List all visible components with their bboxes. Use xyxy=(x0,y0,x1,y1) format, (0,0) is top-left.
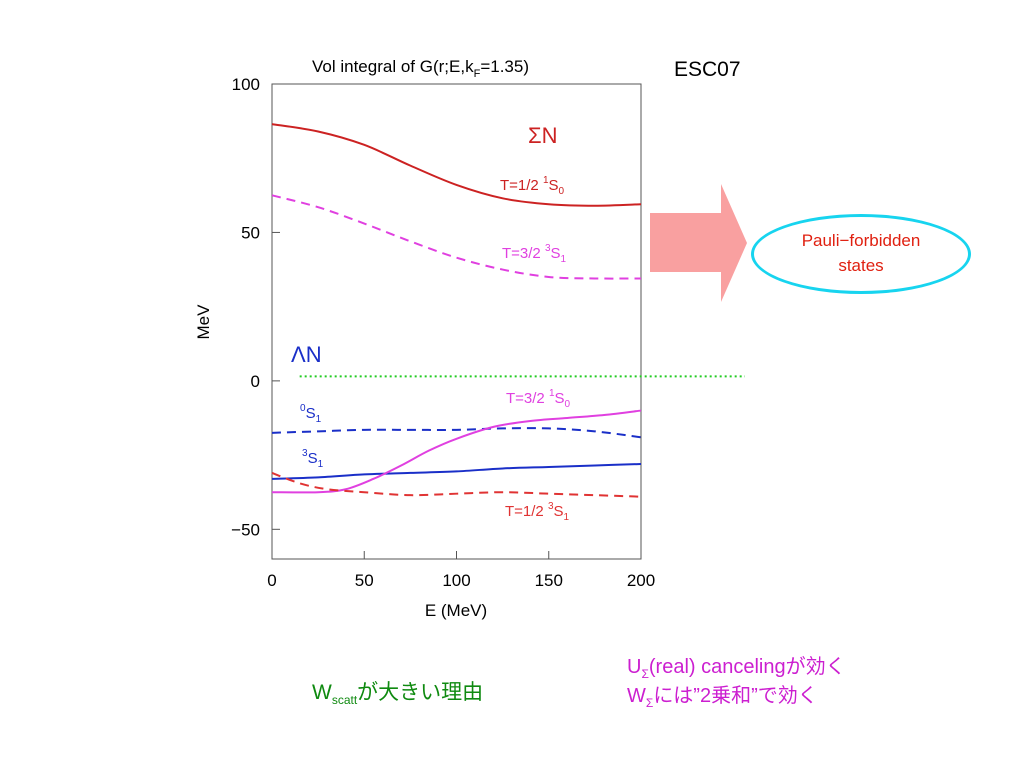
series-label-ln_3s1: 3S1 xyxy=(302,448,324,470)
series-label-sn_t32_3s1: T=3/2 3S1 xyxy=(502,243,567,265)
series-label-sn_t12_3s1: T=1/2 3S1 xyxy=(505,501,570,523)
pauli-line2: states xyxy=(838,256,884,275)
model-label: ESC07 xyxy=(674,58,741,81)
series-line-sn_t32_3s1 xyxy=(271,194,642,280)
x-axis-label: E (MeV) xyxy=(425,601,487,620)
y-axis-label: MeV xyxy=(194,304,213,340)
sigma-n-label: ΣN xyxy=(528,123,558,148)
y-tick-label: 100 xyxy=(232,75,260,94)
series-label-sn_t32_1s0: T=3/2 1S0 xyxy=(506,388,571,410)
wscatt-rest: が大きい理由 xyxy=(357,681,484,704)
plot-frame xyxy=(271,83,642,560)
y-axis-ticks: 100 50 0 −50 xyxy=(231,75,280,539)
x-tick-label: 200 xyxy=(627,571,655,590)
wscatt-w: W xyxy=(312,681,332,704)
x-tick-label: 0 xyxy=(267,571,276,590)
note-line-2: WΣには”2乗和”で効く xyxy=(627,684,818,710)
sigma-notes: UΣ(real) cancelingが効く WΣには”2乗和”で効く xyxy=(627,654,846,711)
series-line-sn_t12_3s1 xyxy=(271,471,642,498)
lambda-n-label: ΛN xyxy=(291,342,322,367)
series-line-ln_3s1 xyxy=(271,463,642,480)
wscatt-note: Wscattが大きい理由 xyxy=(312,676,483,707)
x-tick-label: 100 xyxy=(442,571,470,590)
pauli-forbidden-ellipse: Pauli−forbidden states xyxy=(751,214,971,294)
y-tick-label: 0 xyxy=(251,372,260,391)
series-labels: T=1/2 1S0 T=3/2 3S1 T=3/2 1S0 0S1 3S1 T=1/2 3… xyxy=(300,175,571,523)
series-line-sn_t32_1s0 xyxy=(271,409,642,494)
y-tick-label: 50 xyxy=(241,223,260,242)
series-line-sn_t12_1s0 xyxy=(271,123,642,207)
series-label-sn_t12_1s0: T=1/2 1S0 xyxy=(500,175,565,197)
series-label-ln_0s1: 0S1 xyxy=(300,403,322,425)
note-line-1: UΣ(real) cancelingが効く xyxy=(627,656,846,681)
y-tick-label: −50 xyxy=(231,520,260,539)
series-group xyxy=(271,123,642,498)
x-tick-label: 50 xyxy=(355,571,374,590)
series-line-ln_0s1 xyxy=(271,427,642,439)
x-axis-ticks: 0 50 100 150 200 xyxy=(267,551,655,590)
chart-title: Vol integral of G(r;E,kF=1.35) xyxy=(312,57,529,80)
pauli-line1: Pauli−forbidden xyxy=(801,231,921,251)
wscatt-sub: scatt xyxy=(331,693,358,708)
x-tick-label: 150 xyxy=(535,571,563,590)
